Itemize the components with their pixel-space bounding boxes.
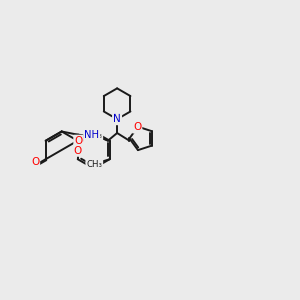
Text: O: O — [31, 157, 39, 167]
Text: O: O — [133, 122, 141, 133]
Text: CH₃: CH₃ — [86, 160, 102, 169]
Text: CH₃: CH₃ — [86, 131, 102, 140]
Text: N: N — [113, 114, 121, 124]
Text: N: N — [113, 113, 121, 123]
Text: O: O — [74, 136, 83, 146]
Text: O: O — [74, 146, 82, 156]
Text: NH: NH — [84, 130, 99, 140]
